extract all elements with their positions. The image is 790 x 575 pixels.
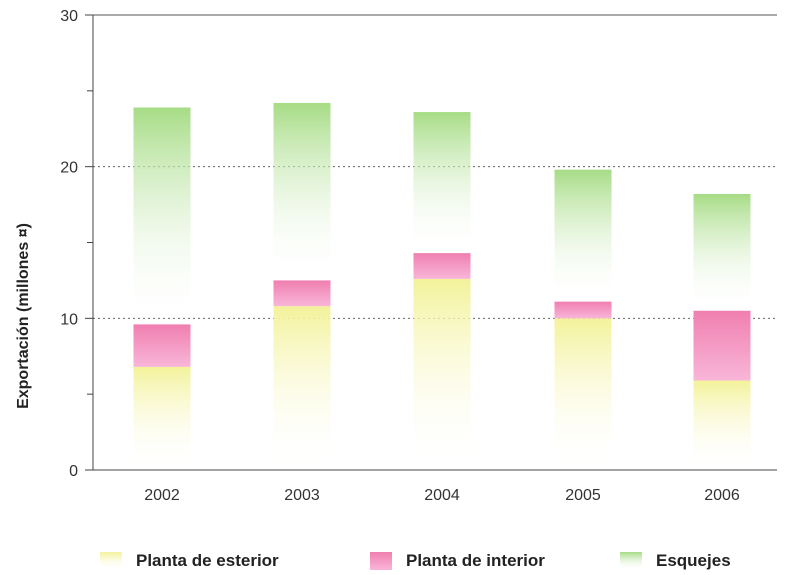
bar-2006-series-0 — [693, 380, 751, 470]
legend-label-2: Esquejes — [656, 551, 731, 570]
bar-2003-series-1 — [273, 280, 331, 307]
y-tick-label-20: 20 — [60, 160, 78, 177]
legend-swatch-1 — [370, 552, 392, 570]
axes — [85, 14, 777, 471]
bar-2004-series-0 — [413, 278, 471, 470]
legend-swatch-0 — [100, 552, 122, 570]
bar-2006-series-1 — [693, 310, 751, 381]
bar-2002-series-0 — [133, 366, 191, 470]
y-tick-label-30: 30 — [60, 8, 78, 25]
bar-2005-series-0 — [554, 318, 612, 470]
legend-label-1: Planta de interior — [406, 551, 545, 570]
x-tick-label-2004: 2004 — [424, 487, 460, 504]
legend-label-0: Planta de esterior — [136, 551, 279, 570]
bar-2005-series-1 — [554, 301, 612, 319]
y-tick-label-0: 0 — [69, 463, 78, 480]
legend-swatch-2 — [620, 552, 642, 570]
bar-2004-series-2 — [413, 112, 471, 254]
x-tick-label-2005: 2005 — [565, 487, 601, 504]
x-tick-label-2003: 2003 — [284, 487, 320, 504]
y-tick-label-10: 10 — [60, 311, 78, 328]
bars — [133, 102, 751, 470]
bar-2002-series-2 — [133, 107, 191, 325]
bar-2003-series-2 — [273, 102, 331, 281]
bar-2002-series-1 — [133, 324, 191, 367]
bar-2005-series-2 — [554, 169, 612, 302]
y-axis-title: Exportación (millones ¤) — [15, 223, 32, 409]
bar-2006-series-2 — [693, 193, 751, 311]
bar-2003-series-0 — [273, 306, 331, 470]
bar-2004-series-1 — [413, 253, 471, 279]
x-tick-label-2002: 2002 — [144, 487, 180, 504]
legend: Planta de esterior Planta de interior Esqu… — [100, 551, 731, 570]
x-tick-label-2006: 2006 — [704, 487, 740, 504]
tick-labels: 0 10 20 30 2002 2003 2004 2005 2006 — [60, 8, 740, 504]
